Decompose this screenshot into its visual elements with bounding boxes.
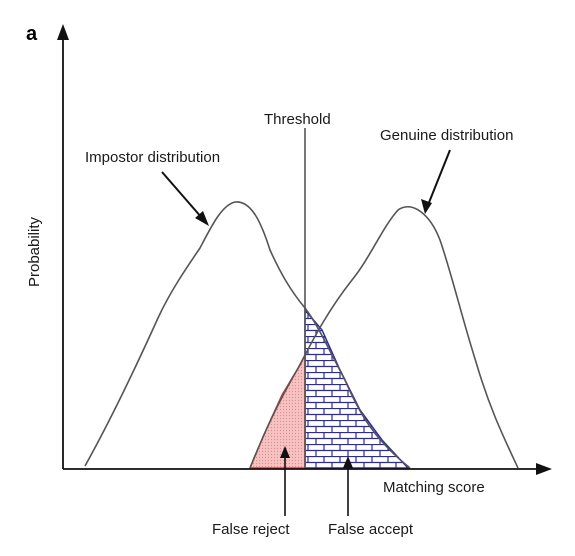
false-accept-label: False accept (328, 521, 414, 538)
impostor-curve (84, 201, 411, 469)
false-reject-pointer (280, 446, 290, 516)
x-axis-label: Matching score (383, 479, 485, 496)
false-reject-label: False reject (212, 521, 290, 538)
impostor-pointer (161, 171, 209, 226)
impostor-label: Impostor distribution (85, 149, 220, 166)
y-axis-arrow (57, 24, 69, 40)
threshold-label: Threshold (264, 111, 331, 128)
genuine-curve (249, 205, 519, 469)
y-axis-label: Probability (26, 216, 43, 287)
false-accept-pointer (343, 456, 353, 516)
genuine-label: Genuine distribution (380, 127, 513, 144)
genuine-pointer (421, 149, 451, 214)
false-accept-region (304, 307, 410, 469)
x-axis-arrow (536, 463, 552, 475)
panel-label: a (26, 23, 38, 45)
